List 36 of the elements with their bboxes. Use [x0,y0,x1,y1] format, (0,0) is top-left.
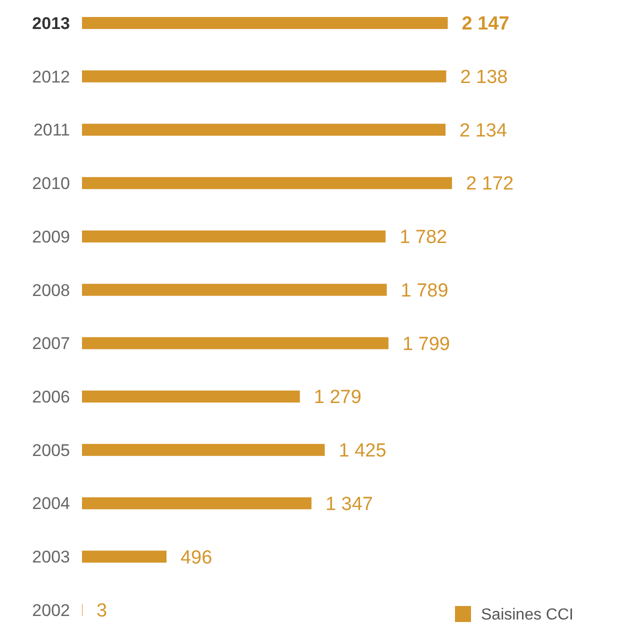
y-tick-label: 2005 [32,440,70,460]
y-tick-label: 2004 [32,494,70,514]
legend-label: Saisines CCI [481,606,574,624]
data-label: 1 782 [400,227,448,248]
y-tick-label: 2012 [32,67,70,86]
data-label: 1 789 [400,280,448,302]
y-tick-label: 2010 [32,174,70,194]
data-label: 1 425 [338,440,386,462]
bar [82,284,387,296]
y-tick-label: 2009 [32,227,70,246]
data-label: 1 279 [314,387,362,408]
bar [82,17,448,29]
data-label: 2 147 [462,14,510,35]
y-tick-label: 2013 [32,14,70,33]
y-tick-label: 2003 [32,548,70,567]
y-tick-label: 2002 [32,600,70,620]
data-label: 2 138 [460,67,508,88]
y-tick-label: 2007 [32,334,70,354]
bar [82,390,300,403]
data-label: 1 347 [325,494,374,515]
bar [82,337,388,350]
bar [82,550,166,563]
bar [82,230,386,242]
data-label: 3 [96,600,108,622]
bar [82,444,325,456]
data-label: 496 [180,547,212,568]
data-label: 2 172 [466,174,514,195]
bar [82,497,312,510]
bar [82,177,452,190]
bar [82,70,446,82]
data-label: 1 799 [402,334,450,355]
data-label: 2 134 [460,120,508,142]
y-tick-label: 2011 [33,120,70,140]
y-tick-label: 2006 [32,387,70,406]
y-tick-label: 2008 [32,280,70,300]
bar [82,124,446,136]
